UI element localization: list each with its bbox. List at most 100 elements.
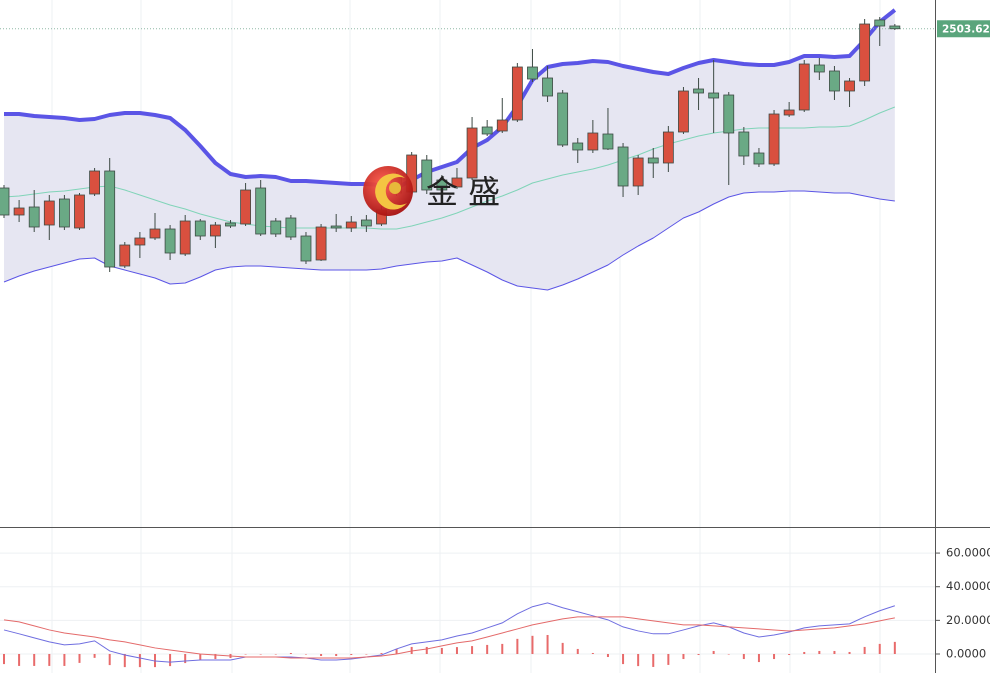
candle-body: [0, 187, 10, 216]
histogram-bar: [848, 651, 851, 654]
histogram-bar: [682, 653, 685, 660]
watermark-logo: [363, 166, 413, 216]
histogram-bar: [350, 653, 353, 656]
band-upper: [4, 8, 897, 190]
histogram-bar: [576, 648, 579, 654]
histogram-bar: [531, 635, 534, 654]
histogram-bar: [893, 641, 896, 654]
candle-body: [315, 226, 327, 261]
candle-body: [285, 217, 297, 238]
candle-body: [557, 92, 569, 146]
candle-body: [451, 177, 463, 188]
histogram-bar: [93, 653, 96, 658]
histogram-bar: [48, 653, 51, 666]
candle-body: [859, 23, 871, 82]
histogram-bar: [606, 653, 609, 658]
histogram-bar: [304, 653, 307, 655]
y-tick-label: 40.0000: [946, 579, 990, 593]
candle-body: [647, 157, 659, 164]
candle-body: [330, 225, 342, 229]
histogram-bar: [440, 647, 443, 654]
candle-body: [421, 159, 433, 191]
histogram-bar: [561, 642, 564, 654]
histogram-bar: [320, 653, 323, 657]
histogram-bar: [833, 650, 836, 654]
candle-body: [511, 66, 523, 121]
band-lower: [3, 190, 895, 291]
histogram-bar: [123, 653, 126, 668]
last-price-label: 2503.620: [942, 23, 990, 35]
histogram-bar: [33, 653, 36, 666]
candle-body: [617, 146, 629, 187]
candle-body: [466, 127, 478, 179]
histogram-bar: [18, 653, 21, 666]
candle-body: [300, 235, 312, 262]
histogram-bar: [244, 653, 247, 655]
candle-body: [587, 132, 599, 151]
candle-body: [678, 90, 689, 133]
histogram-bar: [546, 634, 549, 654]
candle-body: [179, 220, 191, 255]
candle-body: [240, 189, 251, 225]
candle-body: [798, 63, 810, 111]
candle-body: [889, 25, 901, 30]
candle-body: [360, 219, 372, 227]
candle-body: [225, 222, 236, 227]
candle-body: [602, 133, 614, 150]
histogram-bar: [138, 653, 141, 668]
candle-body: [753, 152, 765, 165]
histogram-bar: [803, 651, 806, 654]
candle-body: [542, 77, 553, 97]
macd-line: [3, 616, 895, 659]
candle-body: [28, 206, 40, 228]
histogram-bar: [63, 653, 66, 666]
histogram-bar: [274, 653, 277, 655]
histogram-bar: [501, 643, 504, 654]
histogram-bar: [169, 653, 172, 667]
histogram-bar: [863, 646, 866, 654]
histogram-bar: [335, 653, 338, 657]
candle-body: [104, 170, 116, 268]
histogram-bar: [199, 653, 202, 661]
plot-layer: [0, 8, 935, 668]
candle-body: [481, 126, 493, 135]
histogram-bar: [108, 653, 111, 666]
histogram-bar: [425, 646, 428, 654]
histogram-bar: [3, 653, 6, 665]
histogram-bar: [757, 653, 760, 663]
histogram-bar: [455, 647, 458, 654]
candle-body: [149, 228, 161, 239]
histogram-bar: [516, 638, 519, 654]
logo-crescent: [375, 173, 407, 210]
logo-circle: [363, 166, 413, 216]
histogram-bar: [78, 653, 81, 663]
candle-body: [43, 200, 55, 226]
last-price-box: [937, 20, 990, 38]
histogram-bar: [788, 653, 791, 656]
candle-body: [345, 221, 357, 229]
histogram-bar: [637, 653, 640, 667]
histogram-bar: [727, 653, 730, 655]
histogram-bar: [471, 646, 474, 654]
candle-body: [527, 66, 538, 80]
y-tick-label: 60.0000: [946, 546, 990, 560]
candle-body: [783, 109, 795, 116]
candle-body: [693, 88, 704, 94]
watermark-text: 金 盛: [426, 173, 500, 211]
candle-body: [13, 207, 25, 216]
band-middle: [3, 106, 896, 230]
y-tick-label: 20.0000: [946, 613, 990, 627]
candle-body: [255, 187, 267, 235]
histogram-bar: [712, 650, 715, 654]
histogram-bar: [591, 652, 594, 654]
histogram-bar: [486, 644, 489, 654]
candle-body: [708, 92, 720, 99]
candle-body: [58, 198, 70, 228]
histogram-bar: [380, 652, 383, 654]
histogram-bar: [667, 653, 670, 665]
candle-body: [209, 224, 221, 237]
histogram-bar: [214, 653, 217, 660]
candle-body: [134, 237, 146, 246]
candle-body: [662, 131, 674, 164]
